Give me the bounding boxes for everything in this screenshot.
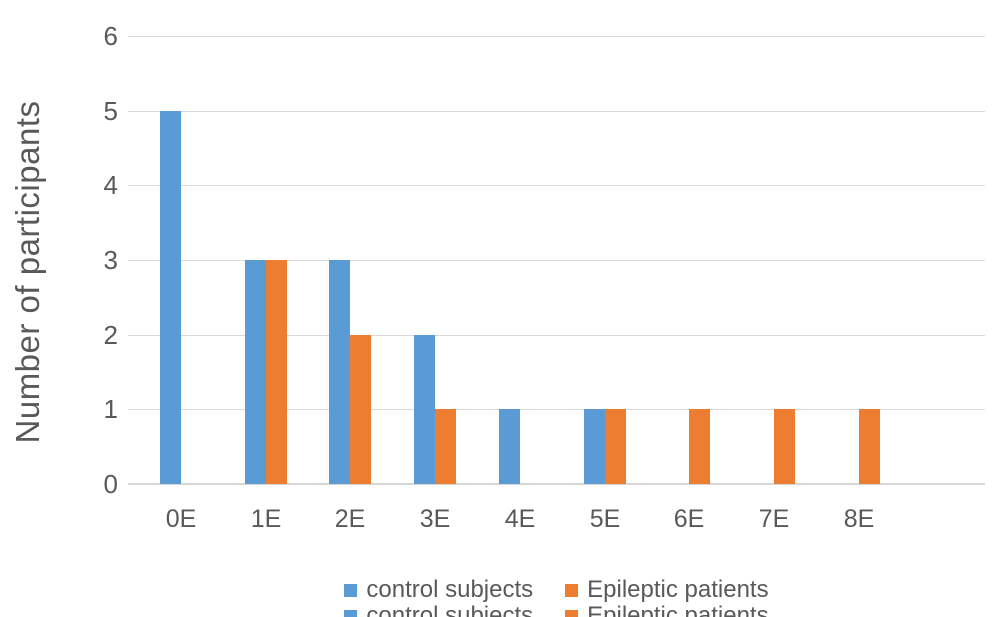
bar-control-subjects-2E: [329, 260, 350, 484]
x-tick-label-2E: 2E: [334, 505, 366, 533]
y-tick-label-1: 1: [103, 394, 118, 424]
y-tick-label-5: 5: [103, 96, 118, 126]
gridline-y5: [128, 111, 985, 112]
x-tick-label-1E: 1E: [250, 505, 282, 533]
bar-control-subjects-3E: [414, 335, 435, 484]
bar-control-subjects-0E: [160, 111, 181, 484]
y-axis-title: Number of participants: [9, 100, 46, 444]
legend-label-control-subjects-clipped: control subjects: [366, 602, 534, 617]
gridline-y2: [128, 335, 985, 336]
legend-row-1: control subjects Epileptic patients: [128, 576, 985, 604]
legend-label-epileptic-patients: Epileptic patients: [587, 576, 769, 603]
gridline-y1: [128, 409, 985, 410]
gridline-y6: [128, 36, 985, 37]
bar-epileptic-patients-6E: [689, 409, 710, 484]
y-tick-label-0: 0: [103, 469, 118, 499]
bar-epileptic-patients-3E: [435, 409, 456, 484]
x-tick-label-8E: 8E: [843, 505, 875, 533]
legend-label-epileptic-patients-clipped: Epileptic patients: [587, 602, 769, 617]
y-tick-label-4: 4: [103, 170, 118, 200]
y-tick-label-6: 6: [103, 21, 118, 51]
legend-row-2-clipped: control subjects Epileptic patients: [128, 602, 985, 617]
x-tick-label-3E: 3E: [419, 505, 451, 533]
legend-swatch-control-subjects-clipped: [344, 609, 358, 617]
legend-swatch-epileptic-patients-clipped: [565, 609, 579, 617]
x-tick-label-6E: 6E: [673, 505, 705, 533]
x-axis-line: [128, 483, 985, 485]
legend-item-control-subjects: control subjects: [344, 576, 533, 604]
x-tick-label-0E: 0E: [165, 505, 197, 533]
bar-epileptic-patients-2E: [350, 335, 371, 484]
bar-epileptic-patients-7E: [774, 409, 795, 484]
x-tick-label-5E: 5E: [589, 505, 621, 533]
legend-item-epileptic-patients: Epileptic patients: [565, 576, 769, 604]
legend-item-control-subjects-clipped: control subjects: [344, 602, 533, 617]
bar-control-subjects-5E: [584, 409, 605, 484]
legend-swatch-epileptic-patients: [565, 583, 579, 597]
bar-epileptic-patients-8E: [859, 409, 880, 484]
bar-epileptic-patients-5E: [605, 409, 626, 484]
y-tick-label-2: 2: [103, 320, 118, 350]
y-tick-label-3: 3: [103, 245, 118, 275]
x-tick-label-4E: 4E: [504, 505, 536, 533]
bar-control-subjects-1E: [245, 260, 266, 484]
plot-area: [128, 36, 985, 484]
gridline-y4: [128, 185, 985, 186]
gridline-y3: [128, 260, 985, 261]
legend-swatch-control-subjects: [344, 583, 358, 597]
x-tick-label-7E: 7E: [758, 505, 790, 533]
legend-item-epileptic-patients-clipped: Epileptic patients: [565, 602, 769, 617]
bar-control-subjects-4E: [499, 409, 520, 484]
legend-label-control-subjects: control subjects: [366, 576, 534, 603]
bar-epileptic-patients-1E: [266, 260, 287, 484]
